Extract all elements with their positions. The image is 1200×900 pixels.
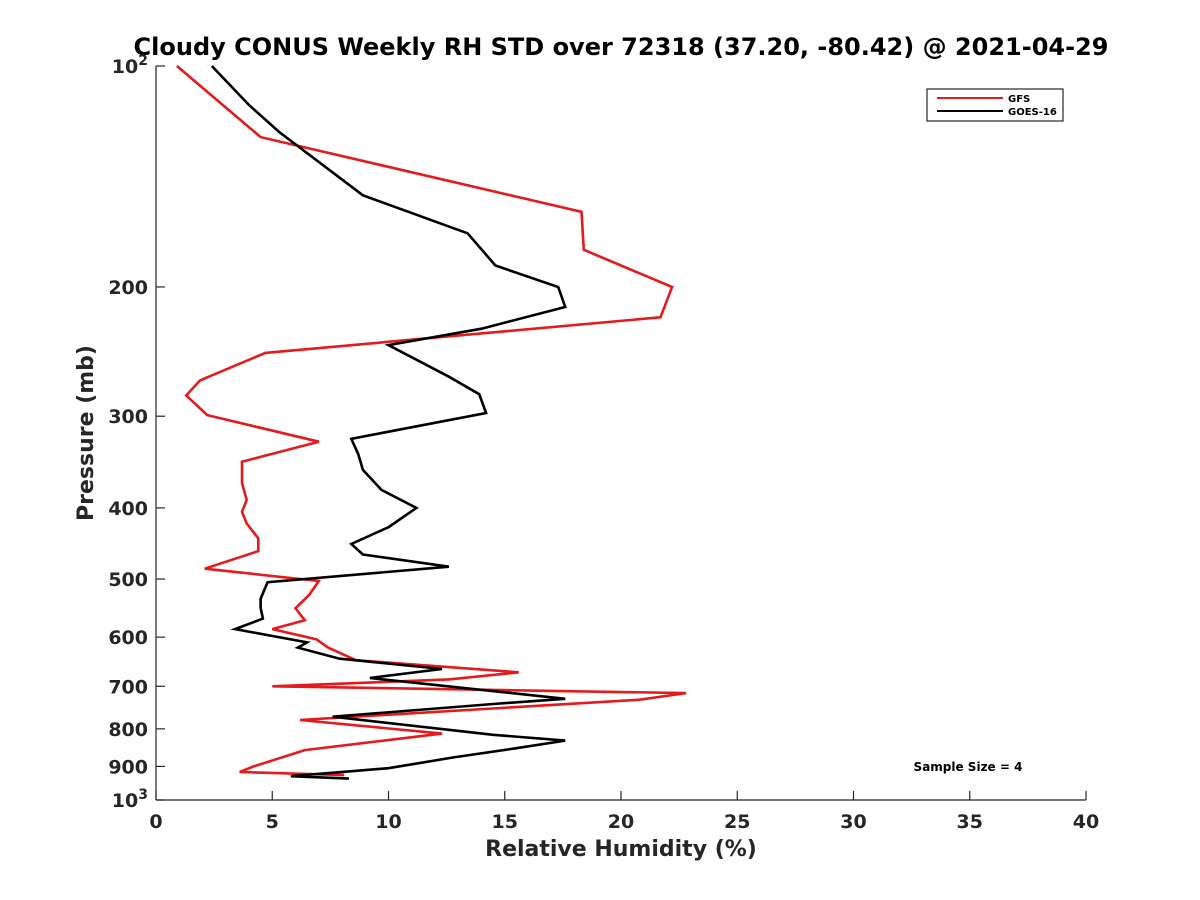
y-tick-label: 600 [108, 627, 148, 649]
legend-label-goes16: GOES-16 [1008, 107, 1057, 118]
y-tick-label: 103 [112, 787, 148, 812]
series-layer [176, 65, 687, 780]
y-tick-label: 800 [108, 719, 148, 741]
chart-title: Cloudy CONUS Weekly RH STD over 72318 (3… [134, 33, 1109, 61]
legend-box [926, 88, 1064, 122]
x-tick-label: 10 [375, 811, 401, 833]
x-tick-label: 25 [724, 811, 750, 833]
x-axis-label: Relative Humidity (%) [485, 837, 757, 862]
y-tick-label: 700 [108, 676, 148, 698]
x-tick-label: 0 [149, 811, 162, 833]
series-line-goes16 [210, 65, 567, 780]
y-tick-label: 200 [108, 277, 148, 299]
y-tick-label: 400 [108, 498, 148, 520]
sample-size-annotation: Sample Size = 4 [914, 760, 1023, 774]
y-axis-ticks: 102 200 300 400 500 600 700 800 900 103 [108, 53, 165, 812]
legend-label-gfs: GFS [1008, 94, 1030, 105]
x-tick-label: 15 [492, 811, 518, 833]
x-axis-ticks: 0 5 10 15 20 25 30 35 40 [149, 791, 1099, 833]
x-tick-label: 20 [608, 811, 634, 833]
x-tick-label: 30 [840, 811, 866, 833]
y-tick-label: 500 [108, 569, 148, 591]
y-tick-label: 102 [112, 53, 148, 78]
y-tick-label: 900 [108, 756, 148, 778]
y-axis-label: Pressure (mb) [74, 345, 99, 521]
x-tick-label: 35 [957, 811, 983, 833]
x-tick-label: 40 [1073, 811, 1099, 833]
x-tick-label: 5 [266, 811, 279, 833]
series-line-gfs [176, 65, 687, 777]
y-tick-label: 300 [108, 406, 148, 428]
legend: GFS GOES-16 [926, 88, 1064, 122]
